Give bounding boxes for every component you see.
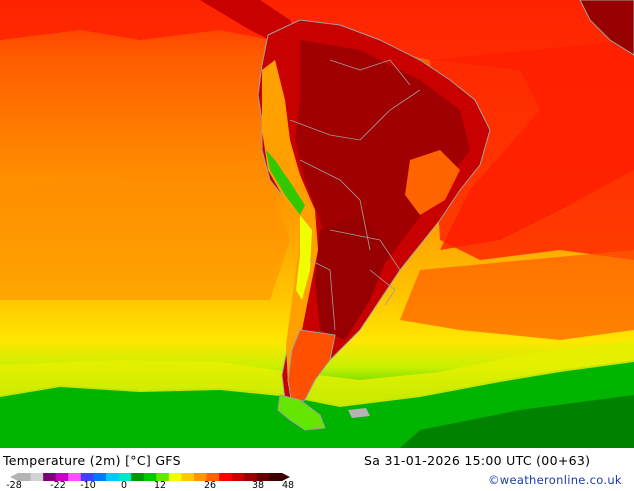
scale-swatch — [244, 473, 258, 481]
scale-tick-label: 38 — [251, 480, 265, 491]
scale-tick-label: 26 — [203, 480, 217, 491]
scale-swatch — [131, 473, 145, 481]
scale-swatch — [143, 473, 157, 481]
scale-swatch — [93, 473, 107, 481]
far-south-dark-green — [400, 395, 634, 448]
scale-swatch — [181, 473, 195, 481]
scale-swatch — [194, 473, 208, 481]
scale-swatch — [106, 473, 120, 481]
atlantic-warm-zone — [430, 40, 634, 260]
map-title: Temperature (2m) [°C] GFS — [3, 453, 181, 468]
scale-arrow-right — [282, 473, 290, 481]
scale-tick-label: 48 — [281, 480, 295, 491]
map-timestamp: Sa 31-01-2026 15:00 UTC (00+63) — [364, 453, 591, 468]
africa-corner — [579, 0, 634, 56]
southern-yellow-band — [0, 340, 634, 407]
scale-swatch — [18, 473, 32, 481]
scale-swatch — [118, 473, 132, 481]
scale-swatch — [256, 473, 270, 481]
scale-tick-label: -28 — [6, 480, 22, 491]
scale-swatch — [206, 473, 220, 481]
scale-tick-label: 0 — [120, 480, 128, 491]
scale-swatch — [269, 473, 283, 481]
scale-swatch — [55, 473, 69, 481]
brazil-east-warm — [405, 150, 460, 215]
falklands — [348, 408, 370, 418]
legend-bar: Temperature (2m) [°C] GFS Sa 31-01-2026 … — [0, 448, 634, 490]
scale-swatch — [219, 473, 233, 481]
scale-arrow-left — [10, 473, 18, 481]
temperature-map — [0, 0, 634, 448]
scale-tick-label: -22 — [50, 480, 66, 491]
patagonia — [287, 329, 336, 406]
country-borders — [289, 59, 421, 331]
scale-swatch — [80, 473, 94, 481]
tierra-del-fuego — [277, 394, 326, 431]
scale-swatch — [231, 473, 245, 481]
scale-swatch — [68, 473, 82, 481]
atlantic-south-band — [400, 250, 634, 340]
andes-cool-strip — [262, 60, 318, 385]
pacific-mid-band — [0, 160, 290, 300]
hot-interior-chaco — [315, 215, 390, 340]
scale-tick-label: -10 — [80, 480, 96, 491]
scale-swatch — [168, 473, 182, 481]
andes-green-strip — [266, 150, 305, 215]
scale-swatch — [156, 473, 170, 481]
scale-swatch — [43, 473, 57, 481]
color-scale — [10, 473, 290, 481]
andes-yellow-strip — [296, 215, 312, 300]
scale-swatch — [30, 473, 44, 481]
scale-tick-label: 12 — [153, 480, 167, 491]
credit-text: ©weatheronline.co.uk — [488, 473, 622, 487]
